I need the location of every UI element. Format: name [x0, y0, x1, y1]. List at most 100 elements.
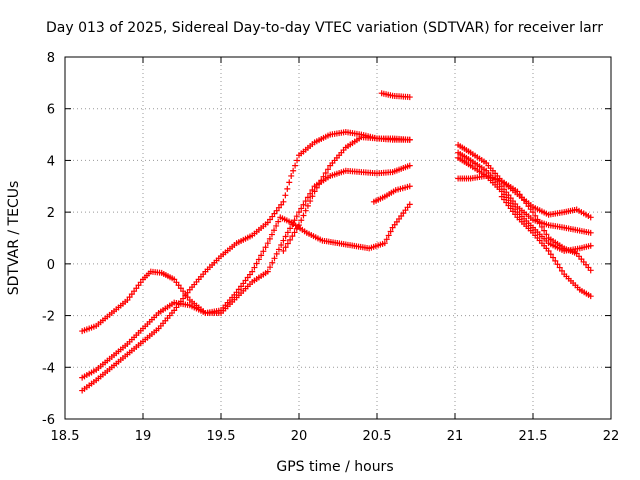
data-point — [320, 173, 327, 180]
data-point — [309, 193, 316, 200]
data-point — [275, 246, 282, 253]
data-point — [280, 237, 287, 244]
series-track-11 — [498, 193, 594, 300]
data-point — [273, 222, 280, 229]
data-point — [304, 202, 311, 209]
data-point — [550, 254, 557, 261]
data-point — [322, 169, 329, 176]
data-point — [282, 244, 289, 251]
series-track-2 — [79, 201, 413, 381]
data-point — [290, 167, 297, 174]
data-point — [587, 242, 594, 249]
data-point — [269, 259, 276, 266]
data-point — [296, 222, 302, 229]
data-point — [291, 217, 298, 224]
series-track-10 — [455, 172, 594, 274]
data-point — [538, 223, 545, 230]
x-tick-label: 18.5 — [51, 429, 80, 444]
data-point — [298, 217, 305, 224]
data-point — [255, 256, 262, 263]
data-point — [543, 231, 550, 238]
data-point — [287, 225, 294, 232]
data-point — [278, 242, 285, 249]
data-point — [324, 166, 331, 173]
data-point — [558, 267, 565, 274]
data-point — [587, 229, 594, 236]
x-tick-label: 19.5 — [207, 429, 236, 444]
series-track-7 — [455, 141, 594, 221]
data-point — [284, 240, 291, 247]
data-point — [266, 235, 273, 242]
data-point — [406, 183, 413, 190]
plot-frame — [64, 56, 612, 420]
data-point — [275, 218, 282, 225]
data-point — [406, 136, 413, 143]
data-point — [383, 236, 390, 243]
data-point — [311, 188, 318, 195]
series-track-9 — [455, 154, 594, 254]
data-point — [545, 247, 552, 254]
series-track-5 — [370, 183, 413, 205]
data-point — [406, 201, 413, 208]
data-point — [532, 212, 539, 219]
data-point — [294, 157, 301, 164]
data-point — [318, 177, 325, 184]
data-point — [387, 228, 394, 235]
data-point — [280, 198, 287, 205]
chart-title: Day 013 of 2025, Sidereal Day-to-day VTE… — [46, 20, 603, 36]
data-point — [313, 184, 320, 191]
data-point — [284, 185, 291, 192]
data-point — [293, 225, 300, 232]
series-track-6 — [378, 90, 413, 101]
series-track-4 — [280, 134, 413, 254]
data-point — [253, 260, 260, 267]
data-point — [547, 251, 554, 258]
y-axis-label: SDTVAR / TECUs — [6, 181, 22, 296]
data-point — [282, 233, 289, 240]
data-point — [291, 229, 298, 236]
data-point — [381, 240, 388, 247]
data-point — [282, 192, 289, 199]
data-point — [406, 94, 413, 101]
data-point — [296, 209, 302, 216]
data-point — [271, 227, 278, 234]
x-tick-label: 20.5 — [363, 429, 392, 444]
grid — [64, 56, 612, 420]
series-track-3 — [79, 128, 413, 394]
data-point — [300, 212, 307, 219]
x-axis: 18.5 19 19.5 20 20.5 21 21.5 22 — [51, 57, 620, 444]
data-point — [260, 248, 267, 255]
data-point — [289, 233, 296, 240]
data-point — [249, 268, 256, 275]
y-tick-label: 2 — [47, 206, 55, 221]
data-point — [587, 293, 594, 300]
y-tick-label: 4 — [47, 154, 55, 169]
y-axis: -6 -4 -2 0 2 4 6 8 — [42, 51, 611, 428]
data-point — [302, 207, 309, 214]
data-point — [268, 231, 275, 238]
x-tick-label: 21 — [447, 429, 464, 444]
y-tick-label: -6 — [42, 413, 55, 428]
data-point — [273, 250, 280, 257]
data-point — [554, 261, 561, 268]
x-tick-label: 19 — [135, 429, 152, 444]
data-point — [288, 172, 295, 179]
data-point — [271, 255, 278, 262]
data-point — [251, 264, 258, 271]
data-point — [286, 179, 293, 186]
y-tick-label: 6 — [47, 103, 55, 118]
y-tick-label: -2 — [42, 310, 55, 325]
x-tick-label: 22 — [603, 429, 620, 444]
data-point — [534, 216, 541, 223]
x-tick-label: 20 — [291, 429, 308, 444]
data-point — [587, 267, 594, 274]
data-point — [293, 213, 300, 220]
data-point — [287, 236, 294, 243]
data-point — [280, 247, 287, 254]
data-point — [264, 268, 271, 275]
data-series — [79, 90, 594, 394]
x-tick-label: 21.5 — [519, 429, 548, 444]
y-tick-label: 0 — [47, 258, 55, 273]
data-point — [264, 240, 271, 247]
